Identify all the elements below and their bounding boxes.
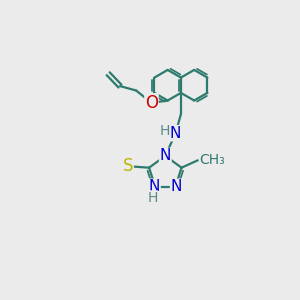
Text: N: N (170, 179, 182, 194)
Text: H: H (159, 124, 170, 138)
Text: CH₃: CH₃ (199, 153, 225, 167)
Text: O: O (145, 94, 158, 112)
Text: N: N (170, 126, 181, 141)
Text: H: H (147, 191, 158, 205)
Text: N: N (160, 148, 171, 164)
Text: N: N (149, 179, 160, 194)
Text: S: S (123, 157, 133, 175)
